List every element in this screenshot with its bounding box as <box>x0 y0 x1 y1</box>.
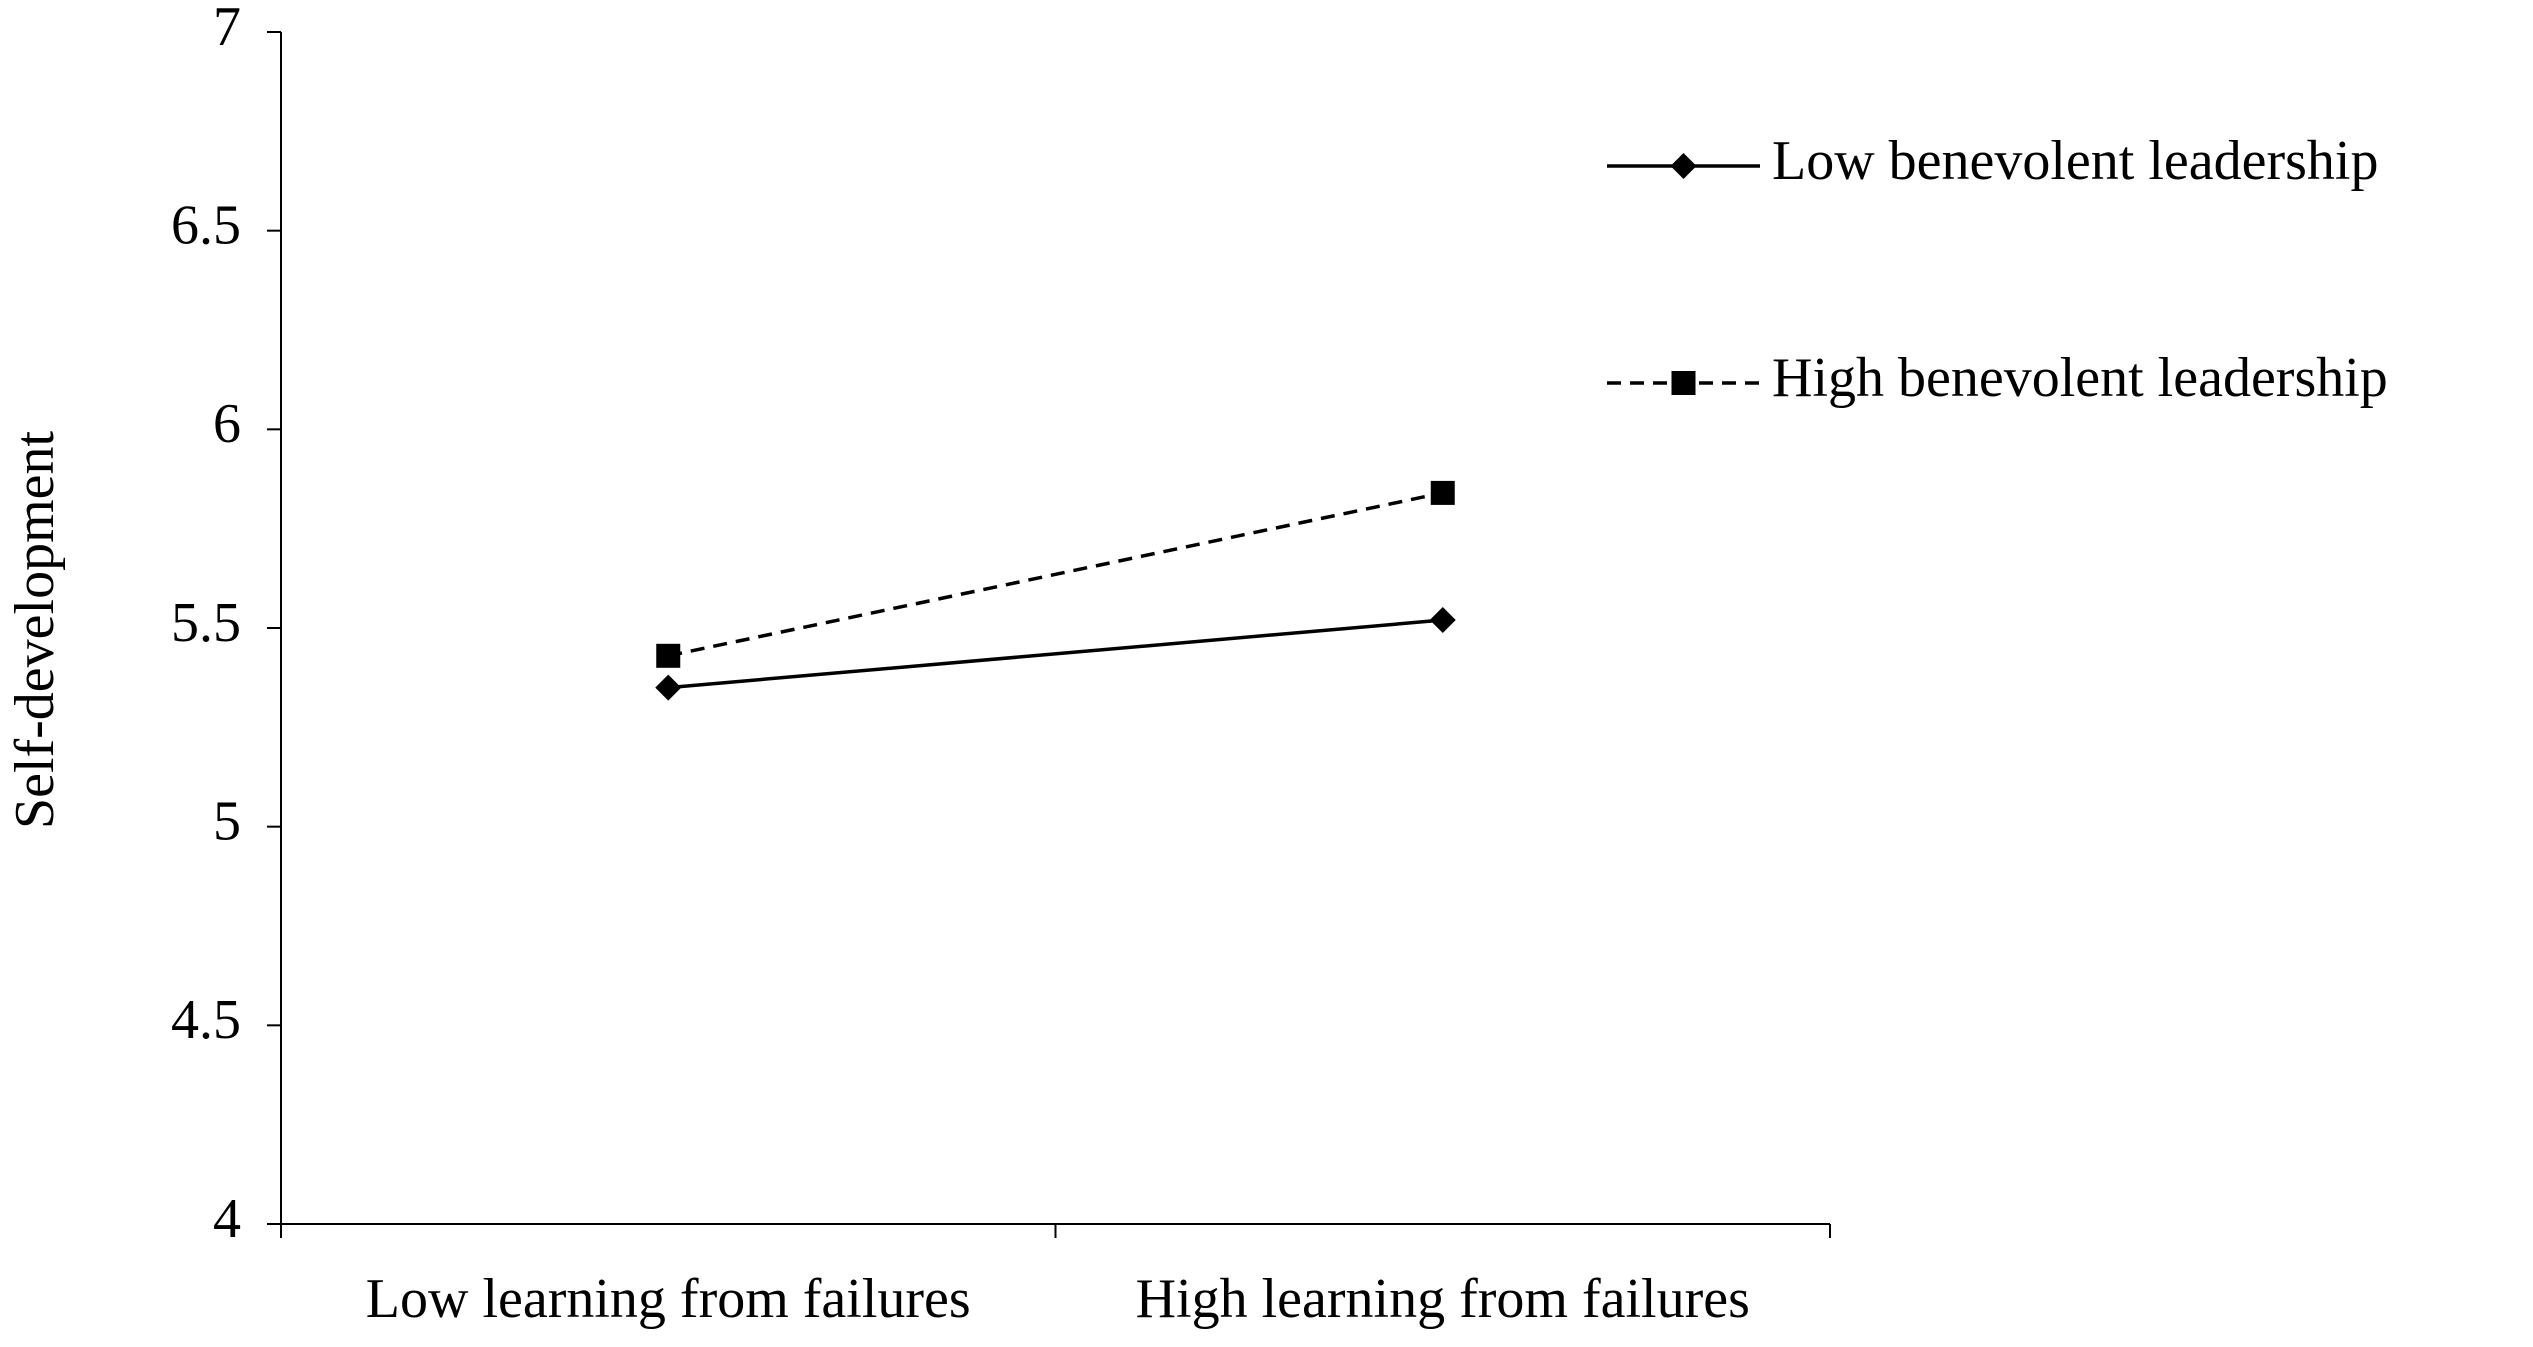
x-tick-label: High learning from failures <box>1136 1268 1750 1330</box>
legend-label: Low benevolent leadership <box>1772 130 2378 192</box>
legend-marker <box>1670 153 1697 179</box>
y-tick-label: 5 <box>213 791 241 853</box>
y-axis-label: Self-development <box>4 431 66 830</box>
series-line <box>668 618 1443 690</box>
y-tick-label: 7 <box>213 0 241 58</box>
x-tick-label: Low learning from failures <box>366 1268 971 1330</box>
y-tick-label: 6.5 <box>171 195 241 257</box>
y-tick-label: 6 <box>213 393 241 455</box>
series-line <box>667 491 1444 658</box>
legend-marker <box>1671 371 1696 395</box>
y-tick-label: 4 <box>213 1188 241 1250</box>
y-tick-label: 5.5 <box>171 592 241 654</box>
data-point <box>655 674 682 701</box>
data-point <box>656 643 681 668</box>
legend-label: High benevolent leadership <box>1772 347 2388 409</box>
data-point <box>1430 480 1455 505</box>
y-tick-label: 4.5 <box>171 989 241 1051</box>
data-point <box>1429 607 1456 634</box>
